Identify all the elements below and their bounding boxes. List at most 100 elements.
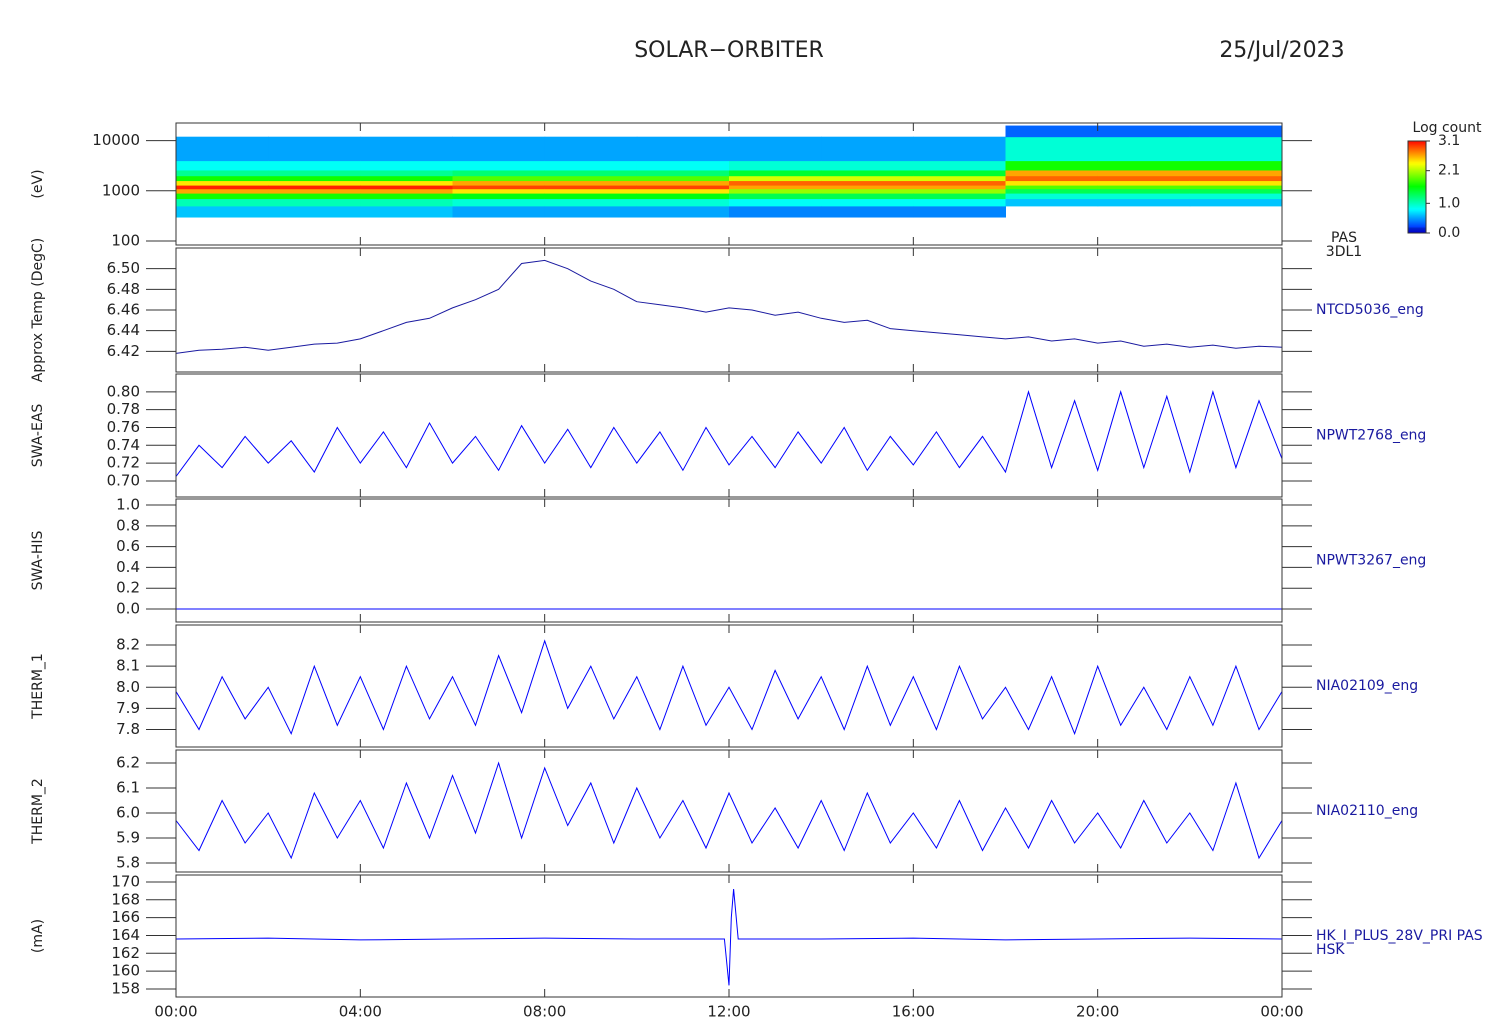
heatmap-cell (1189, 185, 1283, 190)
heatmap-cell (729, 180, 822, 186)
heatmap-cell (729, 188, 822, 194)
heatmap-cell (452, 175, 546, 182)
heatmap-cell (1097, 136, 1191, 162)
heatmap-cell (360, 198, 453, 207)
y-axis-label: (mA) (30, 919, 46, 953)
y-axis-label: SWA-EAS (30, 404, 46, 468)
y-tick-label: 0.70 (107, 471, 140, 489)
heatmap-cell (636, 175, 730, 182)
heatmap-cell (729, 185, 822, 190)
colorbar-step (1408, 147, 1426, 150)
heatmap-cell (452, 193, 546, 200)
colorbar-step (1408, 153, 1426, 156)
colorbar-step (1408, 169, 1426, 172)
colorbar-step (1408, 145, 1426, 148)
colorbar-title: Log count (1413, 120, 1482, 136)
heatmap-cell (1189, 136, 1283, 162)
panel-frame (175, 749, 1283, 873)
y-axis-label: Approx Temp (DegC) (30, 238, 46, 382)
heatmap-cell (1189, 160, 1283, 171)
heatmap-cell (268, 175, 361, 182)
y-tick-label: 160 (111, 962, 140, 980)
y-tick-label: 0.78 (107, 400, 140, 418)
y-tick-label: 6.2 (116, 754, 140, 772)
series-label: NIA02109_eng (1316, 678, 1418, 694)
data-line (175, 889, 1283, 986)
colorbar-frame (1407, 140, 1427, 234)
data-line (175, 639, 1283, 736)
heatmap-cell (821, 180, 914, 186)
y-tick-label: 1000 (102, 181, 140, 199)
y-tick-label: 10000 (92, 131, 140, 149)
heatmap-cell (636, 185, 730, 190)
heatmap-cell (1189, 125, 1283, 138)
heatmap-cell (729, 198, 822, 207)
heatmap-cell (1005, 169, 1099, 177)
heatmap-cell (1189, 180, 1283, 186)
colorbar-step (1408, 229, 1426, 232)
colorbar-step (1408, 179, 1426, 182)
heatmap-cell (452, 169, 546, 177)
data-line (175, 390, 1283, 477)
y-tick-label: 100 (111, 231, 140, 249)
heatmap-cell (729, 193, 822, 200)
colorbar-step (1408, 225, 1426, 228)
heatmap-cell (636, 193, 730, 200)
heatmap-cell (1005, 185, 1099, 190)
colorbar-step (1408, 165, 1426, 168)
heatmap-cell (821, 175, 914, 182)
heatmap-cell (360, 205, 453, 218)
page-title: SOLAR−ORBITER (634, 38, 824, 63)
heatmap-cell (452, 160, 546, 171)
heatmap-cell (1097, 125, 1191, 138)
colorbar-step (1408, 189, 1426, 192)
heatmap-cell (452, 198, 546, 207)
colorbar-step (1408, 205, 1426, 208)
colorbar-step (1408, 141, 1426, 144)
heatmap-cell (1097, 188, 1191, 194)
colorbar-step (1408, 183, 1426, 186)
colorbar-tick-label: 1.0 (1438, 195, 1460, 211)
heatmap-cell (1005, 125, 1099, 138)
heatmap-cell (1097, 193, 1191, 200)
heatmap-cell (360, 136, 453, 162)
y-tick-label: 168 (111, 890, 140, 908)
y-tick-label: 0.72 (107, 454, 140, 472)
colorbar-step (1408, 185, 1426, 188)
y-tick-label: 8.0 (116, 678, 140, 696)
heatmap-cell (821, 193, 914, 200)
y-tick-label: 162 (111, 944, 140, 962)
heatmap-cell (268, 198, 361, 207)
colorbar-step (1408, 193, 1426, 196)
heatmap-cell (729, 175, 822, 182)
colorbar-step (1408, 167, 1426, 170)
heatmap-cell (544, 136, 638, 162)
heatmap-cell (636, 180, 730, 186)
heatmap-cell (1097, 169, 1191, 177)
y-tick-label: 8.2 (116, 636, 140, 654)
y-tick-label: 0.0 (116, 600, 140, 618)
colorbar-step (1408, 143, 1426, 146)
heatmap-cell (821, 198, 914, 207)
series-label: NIA02110_eng (1316, 803, 1418, 819)
heatmap-cell (1189, 198, 1283, 207)
y-axis-label: THERM_2 (30, 778, 46, 845)
colorbar-step (1408, 187, 1426, 190)
y-tick-label: 1.0 (116, 496, 140, 514)
colorbar-step (1408, 181, 1426, 184)
heatmap-cell (544, 205, 638, 218)
y-axis-label: THERM_1 (30, 653, 46, 720)
heatmap-cell (821, 136, 914, 162)
heatmap-cell (1189, 175, 1283, 182)
heatmap-cell (452, 185, 546, 190)
x-tick-label: 04:00 (339, 1003, 382, 1020)
heatmap-cell (913, 136, 1006, 162)
heatmap-cell (544, 180, 638, 186)
page-date: 25/Jul/2023 (1219, 38, 1344, 63)
heatmap-cell (360, 160, 453, 171)
colorbar-step (1408, 227, 1426, 230)
series-label: HK_I_PLUS_28V_PRI PAS (1316, 928, 1483, 944)
heatmap-cell (1005, 198, 1099, 207)
colorbar-step (1408, 231, 1426, 234)
data-line (175, 259, 1283, 354)
